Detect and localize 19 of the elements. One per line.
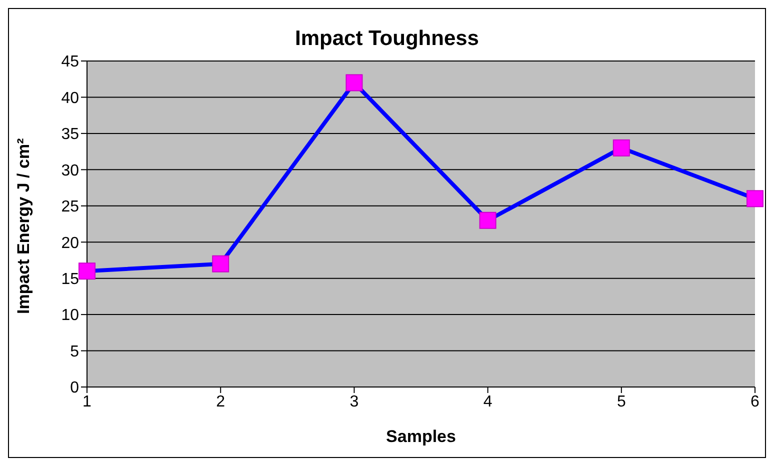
y-tick-label: 10 [61,307,80,324]
chart-title: Impact Toughness [294,27,480,51]
x-axis-title: Samples [386,427,456,446]
x-tick-label: 6 [750,393,760,410]
y-tick-label: 40 [61,90,80,107]
y-tick-label: 45 [61,54,80,71]
y-tick-label: 20 [61,234,80,252]
x-tick-label: 5 [616,393,626,410]
y-tick-label: 15 [61,271,80,288]
x-tick-label: 4 [483,393,492,410]
y-tick-label: 25 [61,198,80,216]
x-tick-label: 2 [216,393,226,410]
y-tick-label: 0 [70,380,80,397]
y-tick-label: 30 [61,162,80,180]
y-tick-label: 5 [70,343,80,360]
y-tick-label: 35 [61,126,80,144]
y-axis-title: Impact Energy J / cm² [14,138,34,314]
x-tick-label: 3 [350,393,359,410]
x-tick-label: 1 [82,393,92,410]
